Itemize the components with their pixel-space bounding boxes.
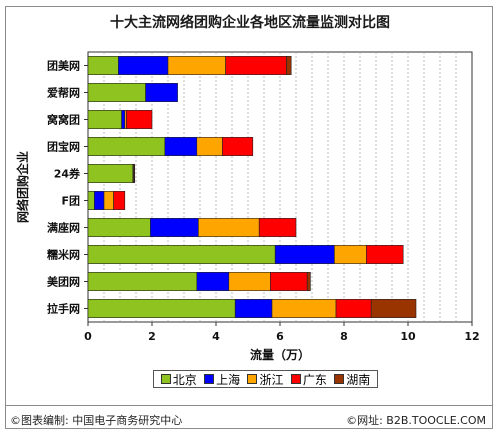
legend-label: 北京: [172, 372, 197, 387]
bar-segment: [87, 164, 134, 183]
y-tick-label: F团: [61, 195, 80, 208]
y-axis-label: 网络团购企业: [15, 151, 30, 223]
y-tick-label: 窝窝团: [47, 113, 80, 127]
legend-swatch: [290, 374, 301, 384]
legend-label: 上海: [216, 372, 241, 387]
bar-segment: [87, 245, 276, 264]
bar-segment: [286, 56, 292, 75]
y-tick-label: 团美网: [47, 59, 80, 73]
bar-segment: [196, 137, 223, 156]
y-tick-label: 爱帮网: [47, 86, 80, 100]
bar-segment: [94, 191, 105, 210]
bar-segment: [133, 164, 136, 183]
legend-item: 湖南: [334, 371, 370, 388]
footer-divider: [5, 405, 493, 406]
bar-segment: [121, 110, 126, 129]
bar-segment: [228, 272, 271, 291]
bar-segment: [270, 272, 308, 291]
bar-segment: [145, 83, 178, 102]
bar-segment: [225, 56, 287, 75]
legend-item: 广东: [290, 371, 327, 388]
y-tick-label: 24券: [54, 167, 81, 181]
bar-segment: [87, 191, 95, 210]
x-tick-label: 2: [148, 330, 156, 343]
bar-segment: [167, 56, 226, 75]
y-tick-label: 拉手网: [47, 302, 80, 316]
x-tick-label: 12: [464, 330, 479, 343]
y-tick-label: 美团网: [47, 275, 80, 289]
bar-segment: [222, 137, 254, 156]
bar-segment: [87, 299, 236, 318]
bar-segment: [87, 56, 119, 75]
bar-segment: [271, 299, 337, 318]
bar-segment: [113, 191, 126, 210]
legend-swatch: [334, 374, 345, 384]
footer-website: ©网址: B2B.TOOCLE.COM: [346, 414, 486, 427]
legend: 北京 上海 浙江 广东 湖南: [153, 370, 378, 388]
bar-segment: [335, 299, 372, 318]
bar-segment: [87, 218, 151, 237]
x-tick-label: 4: [212, 330, 220, 343]
x-tick-label: 0: [84, 330, 92, 343]
bar-segment: [258, 218, 297, 237]
bar-segment: [150, 218, 199, 237]
bar-segment: [118, 56, 169, 75]
footer-source: ©图表编制: 中国电子商务研究中心: [10, 414, 183, 427]
x-tick-label: 6: [276, 330, 284, 343]
x-tick-label: 10: [400, 330, 416, 343]
x-tick-label: 8: [340, 330, 348, 343]
legend-label: 广东: [302, 372, 327, 387]
legend-label: 浙江: [259, 372, 284, 387]
legend-swatch: [160, 374, 171, 384]
legend-item: 浙江: [247, 371, 283, 388]
bar-segment: [370, 299, 417, 318]
bar-segment: [274, 245, 335, 264]
legend-label: 湖南: [346, 372, 371, 387]
bar-segment: [87, 83, 146, 102]
bar-segment: [103, 191, 114, 210]
bar-segment: [198, 218, 260, 237]
bar-segment: [87, 137, 166, 156]
bar-segment: [87, 272, 198, 291]
legend-item: 北京: [160, 371, 197, 388]
bar-segment: [196, 272, 230, 291]
chart-title: 十大主流网络团购企业各地区流量监测对比图: [110, 15, 390, 31]
bar-segment: [306, 272, 311, 291]
x-axis-label: 流量（万）: [250, 347, 310, 362]
bar-segment: [366, 245, 404, 264]
y-tick-label: 团宝网: [47, 140, 80, 154]
legend-swatch: [204, 374, 215, 384]
bar-segment: [126, 110, 153, 129]
bar-segment: [234, 299, 273, 318]
bar-segment: [334, 245, 367, 264]
bar-segment: [164, 137, 198, 156]
y-tick-label: 糯米网: [47, 248, 80, 262]
legend-item: 上海: [204, 371, 240, 388]
y-tick-label: 满座网: [47, 221, 80, 235]
legend-swatch: [247, 374, 258, 384]
bar-segment: [87, 110, 122, 129]
